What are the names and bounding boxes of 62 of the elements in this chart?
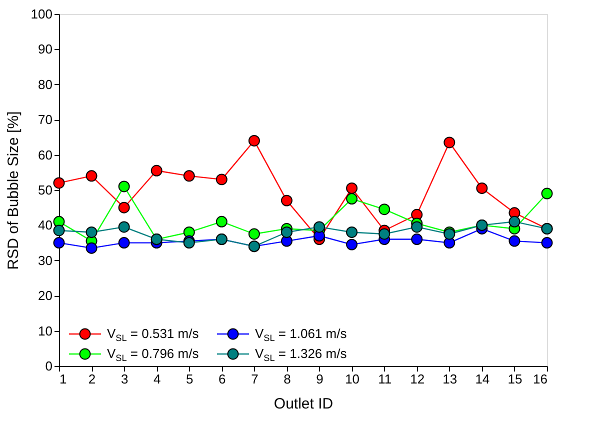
point bbox=[248, 228, 260, 240]
y-tick-label: 40 bbox=[38, 218, 52, 233]
point bbox=[86, 242, 98, 254]
point bbox=[118, 202, 130, 214]
point bbox=[541, 188, 553, 200]
point bbox=[118, 237, 130, 249]
y-tick-label: 20 bbox=[38, 288, 52, 304]
point bbox=[150, 164, 162, 176]
y-tick-label: 70 bbox=[38, 112, 52, 128]
point bbox=[53, 224, 65, 236]
point bbox=[411, 221, 423, 233]
point bbox=[53, 237, 65, 249]
x-axis-title: Outlet ID bbox=[274, 396, 334, 412]
point bbox=[508, 235, 520, 247]
x-tick-label: 14 bbox=[475, 372, 490, 386]
x-tick-label: 16 bbox=[533, 372, 548, 386]
point bbox=[280, 194, 292, 206]
y-tick-label: 0 bbox=[45, 358, 52, 374]
x-tick-label: 2 bbox=[88, 372, 96, 386]
point bbox=[508, 216, 520, 228]
x-tick-label: 13 bbox=[442, 372, 458, 386]
point bbox=[216, 174, 228, 186]
x-tick-label: 11 bbox=[378, 372, 392, 386]
x-tick-label: 5 bbox=[186, 372, 194, 386]
x-tick-label: 1 bbox=[60, 372, 67, 386]
y-tick-label: 90 bbox=[38, 42, 52, 57]
point bbox=[346, 238, 358, 250]
point bbox=[346, 226, 358, 238]
y-tick-label: 80 bbox=[38, 76, 52, 92]
point bbox=[280, 226, 292, 238]
point bbox=[541, 237, 553, 249]
point bbox=[183, 170, 195, 182]
point bbox=[86, 170, 98, 182]
point bbox=[411, 234, 423, 246]
x-tick-label: 3 bbox=[120, 372, 128, 386]
point bbox=[53, 177, 65, 189]
point bbox=[378, 228, 390, 240]
point bbox=[118, 221, 130, 233]
x-tick-label: 8 bbox=[284, 372, 291, 386]
x-tick-label: 12 bbox=[410, 372, 425, 386]
x-tick-label: 15 bbox=[508, 372, 522, 386]
point bbox=[444, 136, 456, 148]
point bbox=[314, 221, 326, 233]
x-tick-label: 9 bbox=[316, 372, 324, 386]
x-tick-label: 6 bbox=[218, 372, 226, 386]
point bbox=[378, 204, 390, 216]
point bbox=[118, 180, 130, 192]
point bbox=[248, 134, 260, 146]
point bbox=[346, 182, 358, 194]
x-tick-label: 10 bbox=[345, 372, 360, 386]
x-tick-label: 7 bbox=[251, 372, 258, 386]
y-tick-label: 60 bbox=[38, 147, 52, 162]
y-tick-label: 30 bbox=[38, 252, 52, 268]
y-tick-label: 50 bbox=[38, 182, 52, 198]
point bbox=[476, 182, 488, 194]
y-tick-label: 100 bbox=[30, 6, 52, 22]
point bbox=[86, 226, 98, 238]
point bbox=[346, 193, 358, 205]
y-tick-label: 10 bbox=[38, 323, 52, 338]
y-axis-title: RSD of Bubble Size [%] bbox=[4, 111, 22, 270]
x-tick-label: 4 bbox=[153, 372, 161, 386]
point bbox=[216, 216, 228, 228]
